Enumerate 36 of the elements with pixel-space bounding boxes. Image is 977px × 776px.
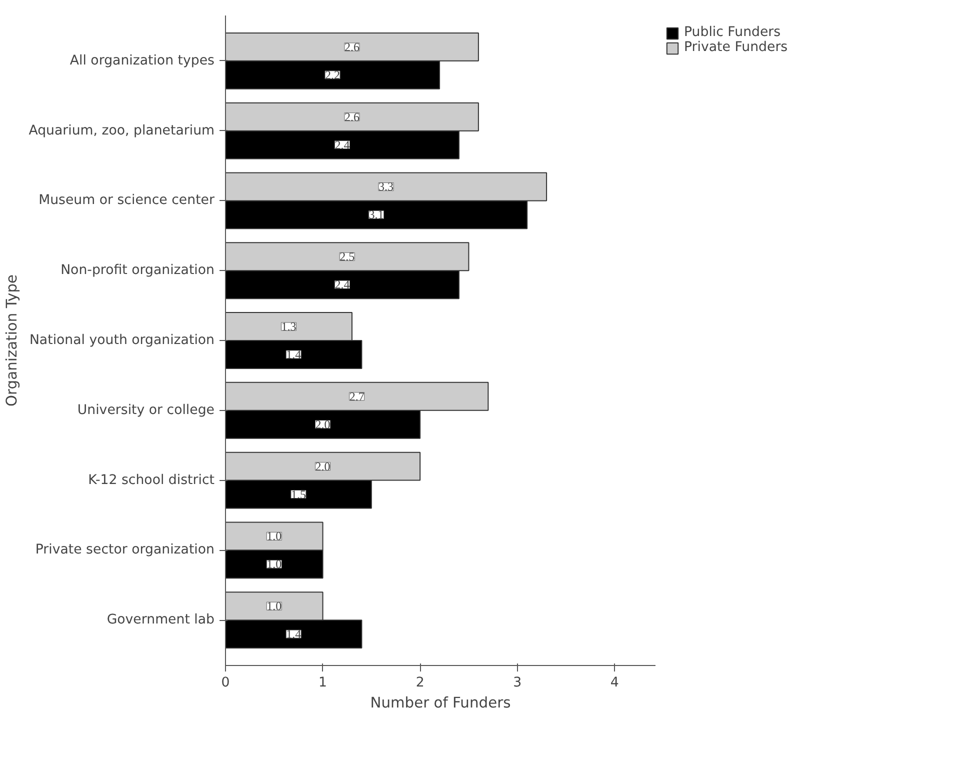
data-label: 1.4: [286, 347, 302, 362]
data-label: 2.6: [344, 40, 360, 54]
x-tick-label: 3: [513, 676, 522, 690]
y-tick-label: University or college: [77, 402, 215, 418]
data-label: 1.4: [286, 627, 302, 642]
x-tick-label: 2: [416, 676, 424, 690]
data-label: 3.3: [378, 180, 394, 194]
y-axis-title: Organization Type: [4, 274, 21, 407]
data-label: 2.4: [334, 138, 350, 152]
data-label: 2.0: [315, 459, 330, 474]
data-label: 2.5: [340, 250, 355, 264]
legend-label: Private Funders: [684, 40, 788, 55]
data-label: 1.5: [290, 487, 306, 502]
data-label: 2.4: [334, 278, 350, 292]
y-tick-label: Government lab: [106, 612, 214, 628]
data-label: 2.0: [315, 417, 330, 432]
x-tick-label: 4: [610, 676, 619, 690]
y-tick-label: All organization types: [70, 53, 215, 68]
y-tick-label: Aquarium, zoo, planetarium: [28, 123, 215, 138]
data-label: 3.1: [368, 208, 384, 222]
y-tick-label: National youth organization: [29, 333, 214, 348]
y-tick-label: Private sector organization: [35, 542, 215, 558]
x-tick-label: 0: [221, 676, 230, 690]
data-label: 2.7: [349, 389, 364, 404]
data-label: 2.2: [325, 68, 340, 82]
y-tick-label: K-12 school district: [88, 472, 215, 488]
data-label: 1.0: [266, 529, 282, 544]
legend-label: Public Funders: [684, 25, 781, 40]
data-label: 1.0: [266, 557, 282, 572]
y-tick-label: Museum or science center: [38, 193, 216, 208]
x-axis-title: Number of Funders: [370, 694, 511, 712]
data-label: 2.6: [344, 110, 360, 124]
x-tick-label: 1: [318, 676, 328, 690]
data-label: 1.3: [281, 320, 296, 334]
y-tick-label: Non-profit organization: [60, 263, 215, 278]
data-label: 1.0: [266, 599, 282, 614]
